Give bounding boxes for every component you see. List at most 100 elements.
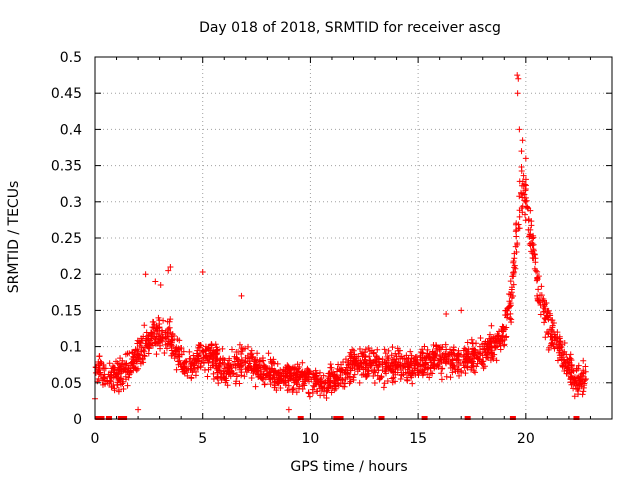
- data-point: [479, 341, 486, 348]
- data-point: [514, 240, 521, 247]
- data-point: [323, 394, 330, 401]
- data-point: [160, 317, 167, 324]
- data-point: [524, 204, 531, 211]
- data-point: [511, 250, 518, 257]
- data-point: [500, 328, 507, 335]
- data-point: [149, 318, 156, 325]
- data-point: [547, 333, 554, 340]
- y-tick-label: 0.35: [51, 159, 82, 175]
- data-point: [575, 362, 582, 369]
- data-point: [516, 126, 523, 133]
- data-point: [582, 363, 589, 370]
- data-point: [438, 365, 445, 372]
- data-point: [110, 374, 117, 381]
- data-point: [222, 365, 229, 372]
- data-point: [134, 346, 141, 353]
- x-tick-label: 15: [409, 431, 427, 447]
- data-point: [241, 359, 248, 366]
- data-point: [491, 342, 498, 349]
- data-point: [497, 346, 504, 353]
- data-point: [387, 362, 394, 369]
- data-point: [458, 307, 465, 314]
- data-point: [201, 366, 208, 373]
- data-point: [574, 385, 581, 392]
- data-point: [188, 363, 195, 370]
- data-point: [388, 360, 395, 367]
- data-point: [269, 375, 276, 382]
- data-point: [320, 392, 327, 399]
- data-point: [447, 364, 454, 371]
- data-point: [564, 365, 571, 372]
- data-point: [167, 263, 174, 270]
- data-point: [381, 380, 388, 387]
- data-point: [580, 388, 587, 395]
- data-point: [106, 373, 113, 380]
- data-point: [251, 365, 258, 372]
- data-point: [187, 355, 194, 362]
- data-point: [550, 343, 557, 350]
- data-point: [132, 365, 139, 372]
- data-point: [483, 351, 490, 358]
- data-point: [339, 376, 346, 383]
- data-point: [380, 384, 387, 391]
- data-point: [119, 360, 126, 367]
- data-point: [356, 379, 363, 386]
- data-point: [434, 362, 441, 369]
- data-point: [383, 364, 390, 371]
- data-point: [136, 355, 143, 362]
- data-point: [580, 357, 587, 364]
- data-point: [370, 368, 377, 375]
- data-point: [154, 325, 161, 332]
- data-point: [477, 335, 484, 342]
- data-point: [247, 350, 254, 357]
- data-point: [114, 379, 121, 386]
- data-point: [378, 373, 385, 380]
- y-tick-label: 0.2: [60, 267, 82, 283]
- data-point: [100, 375, 107, 382]
- data-point: [526, 233, 533, 240]
- data-point: [510, 258, 517, 265]
- data-point: [561, 357, 568, 364]
- data-point: [233, 355, 240, 362]
- data-point: [522, 176, 529, 183]
- data-point: [549, 328, 556, 335]
- data-point: [408, 374, 415, 381]
- data-point: [146, 345, 153, 352]
- data-point: [439, 352, 446, 359]
- data-point: [395, 363, 402, 370]
- data-point: [232, 380, 239, 387]
- data-point: [290, 371, 297, 378]
- data-point: [320, 372, 327, 379]
- data-point: [334, 365, 341, 372]
- grid-lines: [95, 57, 612, 419]
- data-point: [245, 355, 252, 362]
- data-point: [180, 364, 187, 371]
- data-point: [575, 391, 582, 398]
- data-point: [337, 366, 344, 373]
- data-point: [521, 211, 528, 218]
- data-point: [448, 351, 455, 358]
- data-point: [488, 322, 495, 329]
- data-point: [426, 374, 433, 381]
- data-point: [402, 369, 409, 376]
- data-point: [191, 360, 198, 367]
- data-point: [117, 355, 124, 362]
- data-point: [347, 365, 354, 372]
- data-point: [454, 357, 461, 364]
- y-tick-label: 0.3: [60, 195, 82, 211]
- data-point: [429, 370, 436, 377]
- data-point: [326, 370, 333, 377]
- data-point: [232, 362, 239, 369]
- data-point: [424, 346, 431, 353]
- data-point: [447, 374, 454, 381]
- data-point: [561, 348, 568, 355]
- data-point: [429, 362, 436, 369]
- data-point: [558, 352, 565, 359]
- data-point: [356, 346, 363, 353]
- data-point: [214, 375, 221, 382]
- data-point: [117, 375, 124, 382]
- data-point: [328, 389, 335, 396]
- data-point: [224, 360, 231, 367]
- data-point: [514, 72, 521, 79]
- data-point: [397, 355, 404, 362]
